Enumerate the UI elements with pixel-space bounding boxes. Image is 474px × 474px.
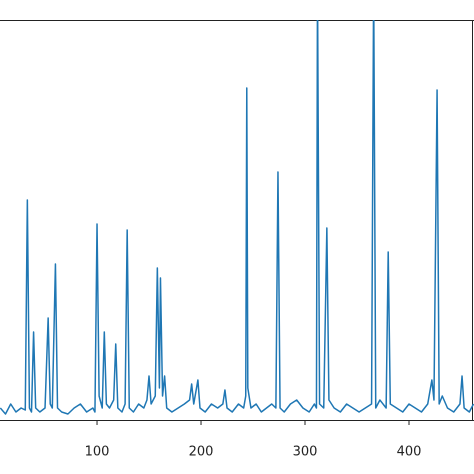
line-series <box>0 20 474 415</box>
x-tick-label: 300 <box>293 445 318 460</box>
x-tick-label: 400 <box>397 445 422 460</box>
x-tick-label: 200 <box>189 445 214 460</box>
x-tick-label: 100 <box>85 445 110 460</box>
